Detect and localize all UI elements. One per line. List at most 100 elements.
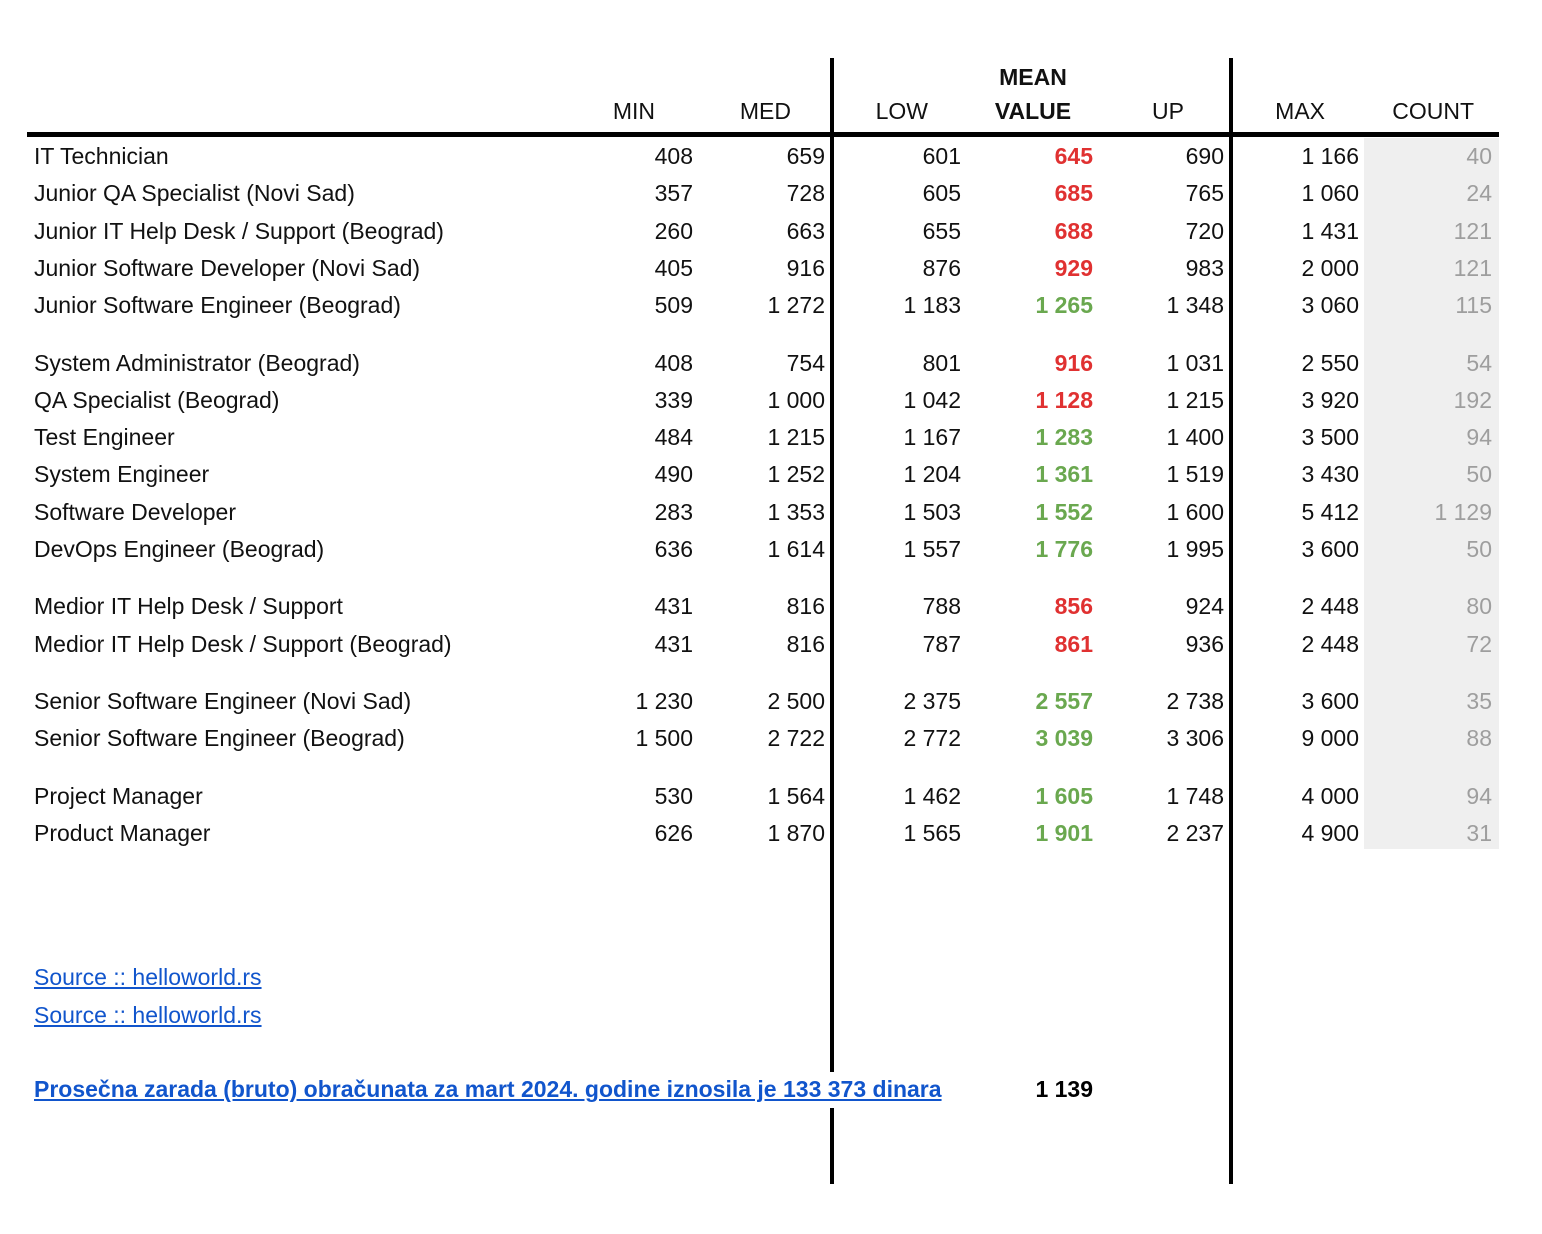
count-cell: 94 — [1466, 424, 1492, 451]
job-title: DevOps Engineer (Beograd) — [34, 536, 325, 562]
up-cell: 3 306 — [1166, 725, 1224, 752]
job-title: QA Specialist (Beograd) — [34, 386, 280, 413]
table-row: Medior IT Help Desk / Support 431 816 788 85… — [0, 588, 1542, 625]
low-cell: 1 557 — [903, 536, 961, 562]
med-cell: 816 — [786, 593, 825, 620]
up-cell: 2 237 — [1166, 819, 1224, 846]
table-row: Senior Software Engineer (Novi Sad) 1 230… — [0, 683, 1542, 720]
low-cell: 2 772 — [903, 725, 961, 752]
job-title: Junior QA Specialist (Novi Sad) — [34, 180, 355, 207]
table-row: Senior Software Engineer (Beograd) 1 500 2… — [0, 720, 1542, 757]
max-cell: 4 000 — [1301, 782, 1359, 809]
max-cell: 1 431 — [1301, 217, 1359, 244]
count-cell: 1 129 — [1434, 498, 1492, 525]
med-cell: 1 000 — [767, 386, 825, 413]
table-row: System Engineer 490 1 252 1 204 1 361 1 519 3 … — [0, 456, 1542, 493]
table-row: DevOps Engineer (Beograd) 636 1 614 1 557 1 … — [0, 531, 1542, 568]
count-cell: 31 — [1466, 819, 1492, 846]
low-cell: 876 — [922, 254, 961, 281]
job-title: Junior Software Developer (Novi Sad) — [34, 254, 421, 281]
max-cell: 2 448 — [1301, 593, 1359, 620]
max-cell: 2 000 — [1301, 254, 1359, 281]
up-cell: 765 — [1185, 180, 1224, 207]
low-cell: 1 565 — [903, 819, 961, 846]
job-title: Test Engineer — [34, 424, 175, 451]
low-cell: 1 503 — [903, 498, 961, 525]
job-title: System Administrator (Beograd) — [34, 349, 360, 376]
med-cell: 2 722 — [767, 725, 825, 752]
count-column-shading — [1364, 138, 1499, 849]
min-cell: 260 — [654, 217, 693, 244]
med-cell: 916 — [786, 254, 825, 281]
up-cell: 1 400 — [1166, 424, 1224, 451]
job-title: Senior Software Engineer (Beograd) — [34, 725, 405, 752]
med-cell: 1 252 — [767, 461, 825, 488]
med-cell: 754 — [786, 349, 825, 376]
max-cell: 3 430 — [1301, 461, 1359, 488]
min-cell: 636 — [654, 536, 693, 562]
up-cell: 1 215 — [1166, 386, 1224, 413]
med-cell: 659 — [786, 143, 825, 169]
med-cell: 1 614 — [767, 536, 825, 562]
count-cell: 94 — [1466, 782, 1492, 809]
low-cell: 655 — [922, 217, 961, 244]
low-cell: 1 204 — [903, 461, 961, 488]
med-cell: 1 215 — [767, 424, 825, 451]
table-row: IT Technician 408 659 601 645 690 1 166 40 — [0, 138, 1542, 175]
med-cell: 728 — [786, 180, 825, 207]
header-rule — [27, 132, 1499, 137]
low-cell: 1 462 — [903, 782, 961, 809]
up-cell: 720 — [1185, 217, 1224, 244]
max-cell: 9 000 — [1301, 725, 1359, 752]
source-link[interactable]: Source :: helloworld.rs — [34, 1002, 262, 1028]
low-cell: 2 375 — [903, 687, 961, 714]
mean-cell: 1 901 — [1035, 819, 1093, 846]
max-cell: 5 412 — [1301, 498, 1359, 525]
max-cell: 4 900 — [1301, 819, 1359, 846]
med-cell: 1 272 — [767, 292, 825, 319]
med-cell: 1 564 — [767, 782, 825, 809]
min-cell: 1 230 — [635, 687, 693, 714]
low-cell: 601 — [922, 143, 961, 169]
header-mean-line1: MEAN — [999, 64, 1067, 90]
table-row: Junior Software Developer (Novi Sad) 405 9… — [0, 250, 1542, 287]
up-cell: 690 — [1185, 143, 1224, 169]
count-cell: 40 — [1466, 143, 1492, 169]
up-cell: 1 348 — [1166, 292, 1224, 319]
table-row: Junior QA Specialist (Novi Sad) 357 728 605… — [0, 175, 1542, 212]
header-mean-line2: VALUE — [994, 98, 1072, 124]
up-cell: 1 519 — [1166, 461, 1224, 488]
mean-cell: 916 — [1054, 349, 1093, 376]
count-cell: 192 — [1453, 386, 1492, 413]
source-link[interactable]: Source :: helloworld.rs — [34, 964, 262, 990]
low-cell: 788 — [922, 593, 961, 620]
header-med: MED — [739, 98, 791, 124]
footer-mask — [826, 1072, 966, 1108]
max-cell: 2 550 — [1301, 349, 1359, 376]
header-min: MIN — [612, 98, 655, 124]
min-cell: 490 — [654, 461, 693, 488]
average-salary-link[interactable]: Prosečna zarada (bruto) obračunata za ma… — [34, 1076, 942, 1102]
average-salary-value: 1 139 — [1035, 1076, 1093, 1102]
min-cell: 357 — [654, 180, 693, 207]
min-cell: 431 — [654, 593, 693, 620]
job-title: Junior Software Engineer (Beograd) — [34, 292, 401, 319]
separator-up-max — [1229, 58, 1233, 1184]
med-cell: 1 870 — [767, 819, 825, 846]
med-cell: 663 — [786, 217, 825, 244]
footer-note-clip: Prosečna zarada (bruto) obračunata za ma… — [34, 1076, 964, 1108]
min-cell: 405 — [654, 254, 693, 281]
min-cell: 408 — [654, 349, 693, 376]
low-cell: 1 042 — [903, 386, 961, 413]
job-title: Project Manager — [34, 782, 203, 809]
job-title: IT Technician — [34, 143, 169, 169]
mean-cell: 1 283 — [1035, 424, 1093, 451]
table-row: Product Manager 626 1 870 1 565 1 901 2 237 4 … — [0, 815, 1542, 852]
mean-cell: 645 — [1054, 143, 1093, 169]
max-cell: 3 920 — [1301, 386, 1359, 413]
count-cell: 121 — [1453, 217, 1492, 244]
table-row: Project Manager 530 1 564 1 462 1 605 1 748 4 … — [0, 778, 1542, 815]
table-row: QA Specialist (Beograd) 339 1 000 1 042 1 12… — [0, 382, 1542, 419]
job-title: Medior IT Help Desk / Support (Beograd) — [34, 630, 452, 657]
mean-cell: 3 039 — [1035, 725, 1093, 752]
